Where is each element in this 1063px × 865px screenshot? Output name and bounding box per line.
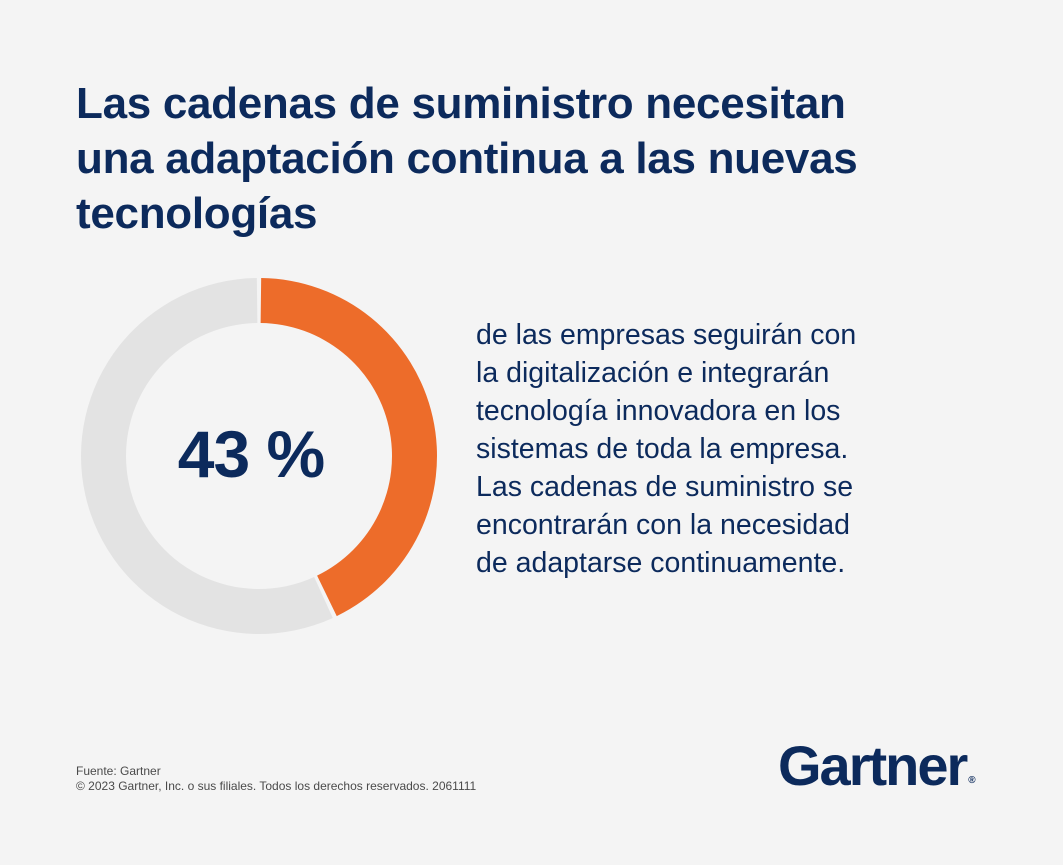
donut-chart: 43 % <box>78 275 440 637</box>
donut-chart-svg <box>81 278 437 634</box>
description-line: la digitalización e integrarán <box>476 357 830 389</box>
copyright-text: © 2023 Gartner, Inc. o sus filiales. Tod… <box>76 779 477 793</box>
description-line: tecnología innovadora en los <box>476 395 841 427</box>
logo-text: Gartner <box>778 734 968 797</box>
page-title: Las cadenas de suministro necesitan una … <box>76 76 1036 241</box>
title-line: una adaptación continua a las nuevas <box>76 134 858 183</box>
stat-description: de las empresas seguirán con la digitali… <box>476 316 946 582</box>
donut-slice-remainder <box>81 278 333 634</box>
description-line: de las empresas seguirán con <box>476 319 857 351</box>
source-text: Fuente: Gartner <box>76 764 161 778</box>
title-line: Las cadenas de suministro necesitan <box>76 79 846 128</box>
description-line: de adaptarse continuamente. <box>476 547 846 579</box>
footer: Fuente: Gartner © 2023 Gartner, Inc. o s… <box>76 764 476 794</box>
gartner-logo: Gartner ® <box>778 734 976 815</box>
donut-slice-highlight <box>260 278 437 617</box>
registered-mark: ® <box>968 775 976 786</box>
description-line: encontrarán con la necesidad <box>476 509 850 541</box>
donut-center-value: 43 % <box>177 417 325 491</box>
title-line: tecnologías <box>76 189 318 238</box>
description-line: Las cadenas de suministro se <box>476 471 854 503</box>
description-line: sistemas de toda la empresa. <box>476 433 849 465</box>
